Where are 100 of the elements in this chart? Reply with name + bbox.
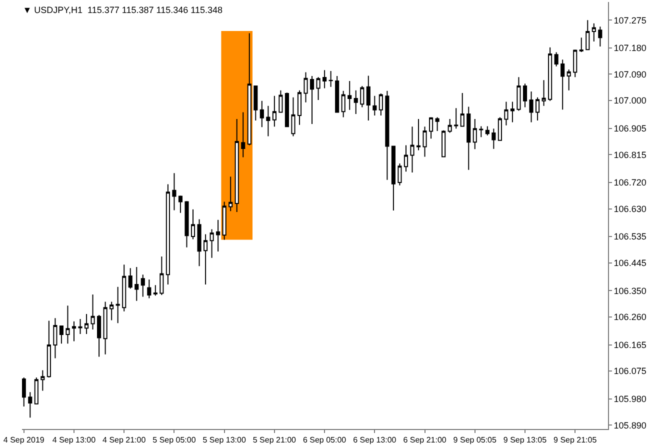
candlestick — [34, 377, 38, 405]
candlestick — [348, 80, 352, 110]
candlestick — [284, 92, 289, 128]
candlestick — [322, 70, 327, 89]
candlestick — [84, 314, 89, 334]
candlestick — [510, 101, 515, 123]
candlestick — [160, 256, 164, 296]
candlestick — [566, 69, 571, 91]
candlestick — [366, 75, 370, 121]
candlestick — [360, 85, 364, 108]
candlestick — [28, 392, 32, 418]
y-tick-label: 107.180 — [614, 43, 646, 54]
candlestick — [354, 90, 358, 115]
candlestick — [435, 116, 440, 132]
x-tick-label: 9 Sep 21:05 — [554, 436, 598, 445]
candlestick — [442, 130, 446, 158]
candlestick — [172, 172, 176, 211]
y-tick-label: 106.630 — [614, 204, 646, 214]
candlestick — [272, 95, 276, 128]
candlestick — [53, 318, 58, 359]
candlestick — [310, 75, 314, 124]
candlestick — [40, 370, 45, 392]
candlestick — [516, 76, 521, 112]
y-tick-label: 106.905 — [614, 124, 646, 134]
candlestick — [247, 32, 252, 146]
x-tick-label: 5 Sep 05:00 — [152, 436, 196, 445]
candlestick — [378, 93, 383, 116]
x-tick-label: 9 Sep 05:05 — [453, 436, 498, 445]
candlestick — [316, 76, 320, 100]
candlestick — [385, 90, 390, 180]
candlestick — [59, 324, 64, 344]
candlestick — [598, 26, 602, 47]
candlestick — [416, 118, 421, 151]
candlestick — [204, 234, 208, 286]
y-tick-label: 107.090 — [614, 69, 646, 80]
x-tick-label: 4 Sep 2019 — [3, 436, 45, 445]
candlestick — [472, 118, 477, 150]
y-tick-label: 106.350 — [614, 286, 646, 296]
candlestick — [498, 116, 502, 142]
y-tick-label: 106.815 — [614, 150, 646, 160]
x-tick-label: 5 Sep 13:00 — [202, 436, 246, 445]
candlestick — [522, 83, 528, 108]
candlestick — [128, 268, 132, 290]
candlestick — [535, 96, 540, 121]
y-tick-label: 106.075 — [614, 366, 646, 376]
candlestick — [210, 228, 214, 258]
candlestick — [529, 90, 534, 123]
candlestick — [140, 274, 145, 298]
candlestick — [66, 305, 70, 344]
candlestick — [328, 70, 333, 88]
candlestick — [110, 301, 114, 321]
candlestick — [166, 184, 170, 286]
candlestick — [228, 176, 233, 212]
candlestick — [291, 96, 296, 137]
candlestick — [492, 128, 496, 150]
candlestick — [372, 95, 377, 116]
candlestick — [429, 116, 434, 140]
candlestick — [46, 320, 51, 378]
x-tick-label: 9 Sep 13:05 — [503, 436, 548, 445]
candlestick — [241, 112, 246, 158]
candlestick — [573, 49, 578, 78]
candlestick — [479, 126, 484, 138]
candlestick — [548, 46, 552, 102]
y-tick-label: 106.720 — [614, 178, 646, 188]
candlestick — [266, 105, 270, 137]
candlestick — [592, 22, 596, 42]
candlestick — [260, 100, 264, 128]
y-tick-label: 106.445 — [614, 258, 646, 268]
candlestick — [234, 118, 239, 212]
candlestick — [78, 318, 82, 334]
y-tick-label: 105.890 — [614, 420, 646, 430]
candlestick — [278, 90, 283, 113]
x-tick-label: 6 Sep 21:00 — [403, 436, 447, 445]
candlestick — [178, 195, 183, 214]
candlestick — [391, 145, 396, 212]
chart-title: ▼ USDJPY,H1 115.377 115.387 115.346 115.348 — [22, 5, 222, 16]
x-tick-label: 4 Sep 13:00 — [52, 436, 96, 445]
x-tick-label: 6 Sep 05:00 — [302, 436, 347, 445]
y-tick-label: 106.535 — [614, 232, 646, 242]
candlestick — [586, 20, 590, 50]
candlestick — [297, 90, 302, 126]
candlestick — [485, 126, 490, 136]
candlestick — [254, 85, 258, 121]
x-tick-label: 4 Sep 21:00 — [102, 436, 146, 445]
candlestick — [448, 118, 452, 134]
candlestick — [560, 59, 565, 110]
y-tick-label: 106.165 — [614, 340, 646, 350]
y-tick-label: 107.275 — [614, 15, 646, 26]
candlestick — [410, 126, 414, 174]
candlestick — [504, 101, 508, 126]
candlestick — [335, 75, 340, 114]
candlestick — [466, 106, 471, 170]
candlestick — [184, 200, 189, 248]
candlestick — [404, 144, 408, 172]
y-tick-label: 107.000 — [614, 96, 646, 106]
candlestick — [153, 284, 158, 296]
candlestick — [542, 80, 546, 106]
candlestick — [72, 320, 76, 342]
candlestick — [304, 72, 308, 103]
candlestick — [341, 90, 346, 118]
